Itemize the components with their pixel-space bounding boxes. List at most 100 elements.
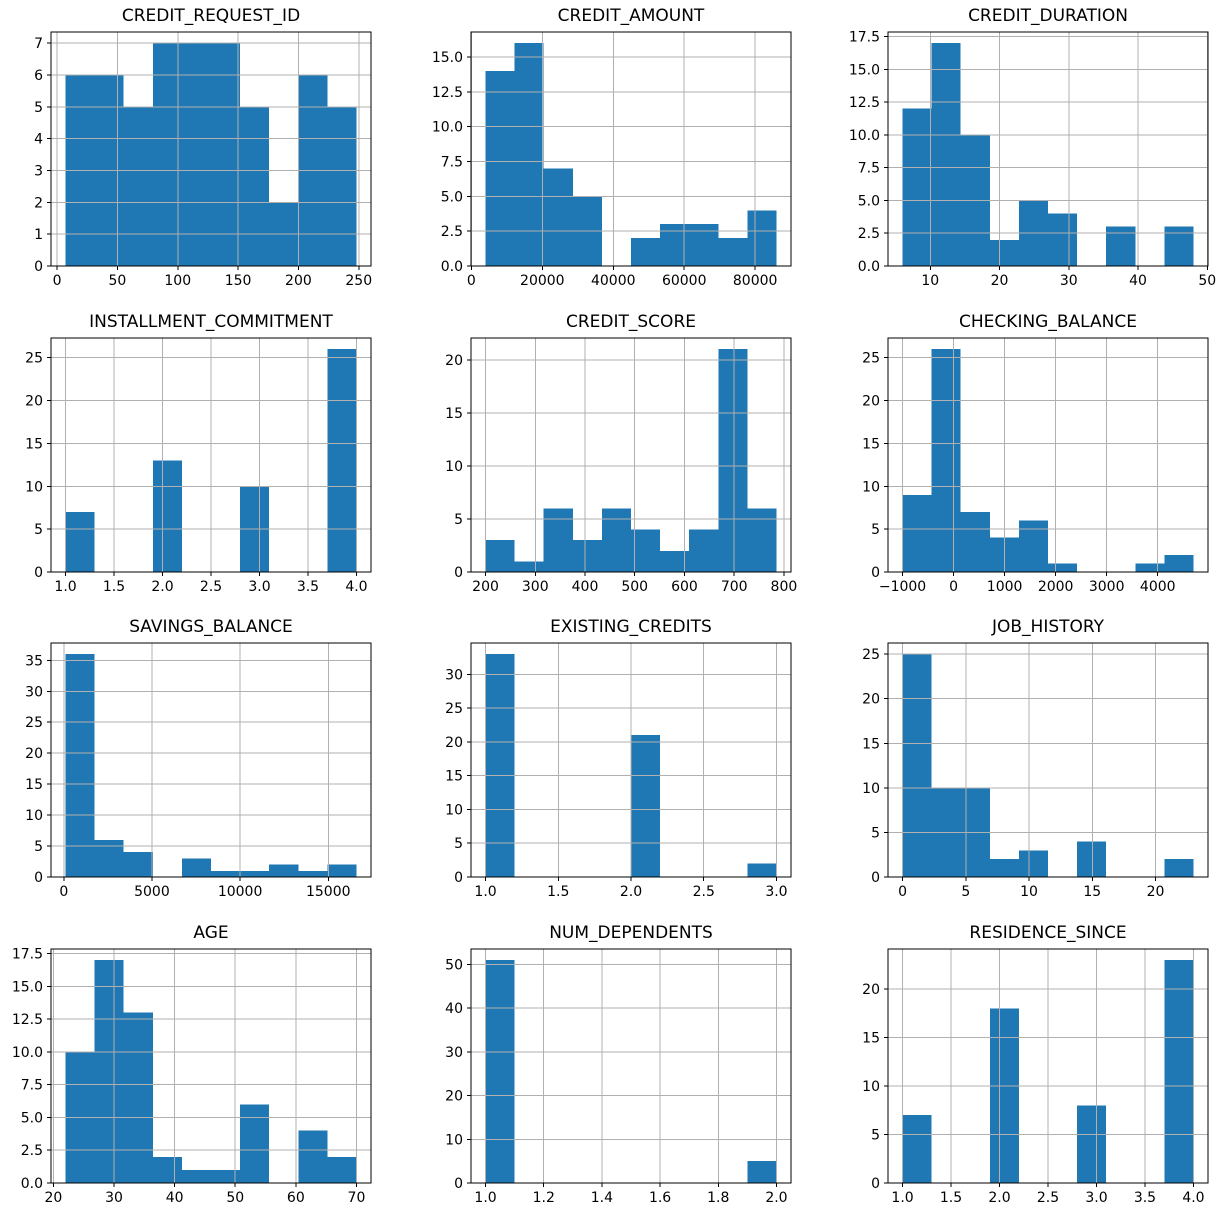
x-tick-label: 1000 [987, 579, 1023, 595]
histogram-bar [631, 735, 661, 877]
subplot-num-dependents: 1.0 1.2 1.4 1.6 1.8 2.0 0 10 20 30 40 50 NUM_DEPENDE… [445, 923, 792, 1206]
y-tick-label: 10.0 [849, 128, 880, 144]
y-tick-label: 30 [445, 1045, 463, 1061]
y-tick-label: 0 [34, 259, 43, 275]
x-tick-label: 20 [45, 1190, 63, 1206]
histogram-bar [631, 238, 661, 266]
x-tick-label: 50 [109, 273, 127, 289]
y-tick-label: 7.5 [858, 161, 880, 177]
histogram-bar [210, 43, 241, 266]
histogram-bar [747, 508, 777, 572]
y-tick-label: 10.0 [12, 1045, 43, 1061]
y-tick-label: 5 [871, 522, 880, 538]
y-tick-label: 2.5 [858, 226, 880, 242]
x-tick-label: −1000 [879, 579, 926, 595]
subplot-title: CREDIT_REQUEST_ID [122, 6, 300, 26]
y-tick-label: 15.0 [432, 50, 463, 66]
subplot-savings-balance: 0 5000 10000 15000 0 5 10 15 20 25 30 35 SAVINGS_BAL… [25, 617, 372, 900]
x-tick-label: 20000 [520, 273, 565, 289]
x-tick-label: 200 [285, 273, 312, 289]
subplot-title: INSTALLMENT_COMMITMENT [89, 312, 333, 332]
x-tick-label: 5000 [134, 884, 170, 900]
histogram-bar [960, 512, 990, 572]
y-tick-label: 0.0 [858, 259, 880, 275]
y-tick-label: 2 [34, 195, 43, 211]
y-tick-label: 25 [445, 701, 463, 717]
x-tick-label: 4.0 [1182, 1190, 1204, 1206]
x-tick-label: 60 [287, 1190, 305, 1206]
histogram-bar [989, 859, 1019, 877]
histogram-bar [1048, 213, 1078, 266]
y-tick-label: 10 [445, 802, 463, 818]
histogram-bar [543, 508, 573, 572]
y-tick-label: 10 [25, 479, 43, 495]
y-tick-label: 12.5 [432, 85, 463, 101]
y-tick-label: 10 [25, 808, 43, 824]
histogram-bar [1164, 554, 1194, 572]
histogram-bar [94, 839, 124, 877]
histogram-bar [902, 654, 932, 877]
histogram-bar [1077, 841, 1107, 877]
x-tick-label: 0 [59, 884, 68, 900]
y-tick-label: 0 [34, 565, 43, 581]
histogram-bar [327, 106, 357, 266]
y-tick-label: 12.5 [849, 95, 880, 111]
axes-frame [887, 337, 1209, 573]
histogram-bar [327, 349, 357, 572]
y-tick-label: 15 [445, 769, 463, 785]
x-tick-label: 4.0 [345, 579, 367, 595]
x-tick-label: 600 [671, 579, 698, 595]
y-tick-label: 5 [34, 100, 43, 116]
x-tick-label: 80000 [733, 273, 778, 289]
subplot-credit-amount: 0 20000 40000 60000 80000 0.0 2.5 5.0 7.5 10.0 12.… [432, 6, 792, 289]
y-tick-label: 0 [454, 565, 463, 581]
y-tick-label: 10 [862, 781, 880, 797]
histogram-bar [240, 870, 270, 877]
subplot-existing-credits: 1.0 1.5 2.0 2.5 3.0 0 5 10 15 20 25 30 EXISTING_CRED… [445, 617, 792, 900]
histogram-bar [123, 1012, 153, 1183]
y-tick-label: 2.5 [21, 1143, 43, 1159]
histogram-bar [689, 529, 719, 572]
subplot-credit-request-id: 0 50 100 150 200 250 0 1 2 3 4 5 6 7 CREDIT_REQUEST_ID [34, 6, 372, 289]
axes-frame [887, 31, 1209, 267]
subplot-title: JOB_HISTORY [991, 617, 1105, 637]
histogram-bar [1164, 859, 1194, 877]
x-tick-label: 3.0 [248, 579, 270, 595]
y-tick-label: 0.0 [441, 259, 463, 275]
x-tick-label: 60000 [662, 273, 707, 289]
y-tick-label: 40 [445, 1001, 463, 1017]
y-tick-label: 5 [34, 839, 43, 855]
x-tick-label: 250 [345, 273, 372, 289]
histogram-bar [211, 1169, 241, 1183]
histogram-bar [240, 106, 270, 266]
axes-frame [50, 642, 372, 878]
y-tick-label: 5.0 [21, 1110, 43, 1126]
histogram-bar [298, 870, 328, 877]
y-tick-label: 15 [25, 777, 43, 793]
subplot-age: 20 30 40 50 60 70 0.0 2.5 5.0 7.5 10.0 12.5 15.0 17.5… [12, 923, 372, 1206]
y-tick-label: 15 [862, 736, 880, 752]
y-tick-label: 7.5 [441, 155, 463, 171]
x-tick-label: 800 [771, 579, 798, 595]
y-tick-label: 4 [34, 132, 43, 148]
x-tick-label: 400 [572, 579, 599, 595]
histogram-bar [1164, 226, 1194, 266]
x-tick-label: 3.5 [1134, 1190, 1156, 1206]
y-tick-label: 10 [862, 1079, 880, 1095]
subplot-title: EXISTING_CREDITS [550, 617, 712, 637]
y-tick-label: 25 [25, 351, 43, 367]
x-tick-label: 2.0 [620, 884, 642, 900]
histogram-bar [485, 540, 515, 572]
x-tick-label: 2000 [1038, 579, 1074, 595]
axes-frame [470, 642, 792, 878]
histogram-bar [485, 654, 515, 877]
histogram-bar [1077, 1105, 1107, 1183]
x-tick-label: 1.5 [940, 1190, 962, 1206]
y-tick-label: 5 [454, 836, 463, 852]
y-tick-label: 20 [862, 692, 880, 708]
axes-frame [50, 337, 372, 573]
x-tick-label: 3.0 [1085, 1190, 1107, 1206]
x-tick-label: 40 [1129, 273, 1147, 289]
histogram-bar [152, 43, 182, 266]
